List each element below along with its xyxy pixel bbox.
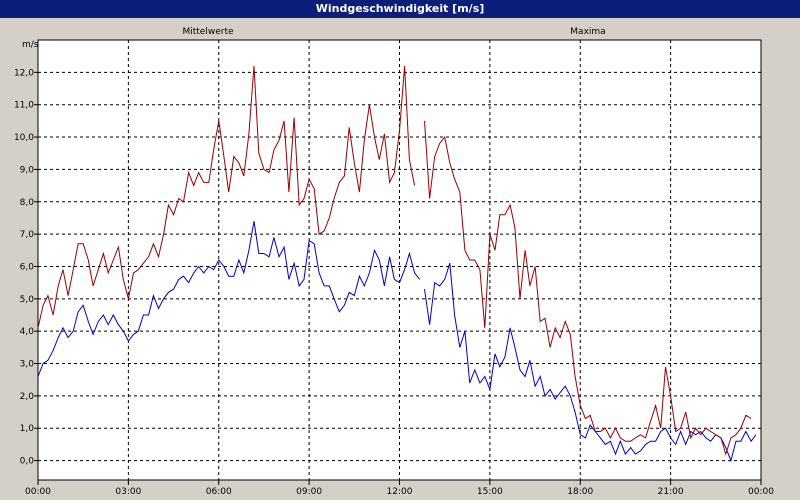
- y-tick-label: 0,0: [20, 457, 35, 467]
- x-axis: 00:0011.02.2203:0011.02.2206:0011.02.220…: [25, 480, 774, 497]
- y-tick-label: 4,0: [20, 327, 35, 337]
- x-tick-time: 15:00: [477, 487, 503, 497]
- x-tick-time: 18:00: [567, 487, 593, 497]
- x-tick-time: 21:00: [658, 487, 684, 497]
- series-layer: [37, 65, 757, 463]
- x-tick-time: 03:00: [115, 487, 141, 497]
- y-tick-label: 6,0: [20, 262, 35, 272]
- y-axis-label: m/s: [22, 40, 39, 50]
- y-tick-label: 12,0: [14, 68, 34, 78]
- legend-maxima: Maxima: [570, 27, 605, 37]
- legend-mittelwerte: Mittelwerte: [182, 27, 233, 37]
- y-tick-label: 9,0: [20, 165, 35, 175]
- y-tick-label: 2,0: [20, 392, 35, 402]
- x-tick-time: 12:00: [387, 487, 413, 497]
- window-title: Windgeschwindigkeit [m/s]: [0, 0, 800, 18]
- y-tick-label: 5,0: [20, 295, 35, 305]
- y-axis: 0,0 1,0 2,0 3,0 4,0 5,0 6,0 7,0 8,0 9,0 10,0 11,0 12…: [14, 68, 38, 467]
- y-tick-label: 11,0: [14, 101, 34, 111]
- x-tick-time: 09:00: [296, 487, 322, 497]
- wind-speed-chart: 0,0 1,0 2,0 3,0 4,0 5,0 6,0 7,0 8,0 9,0 10,0 11,0 12…: [14, 27, 774, 497]
- y-tick-label: 3,0: [20, 360, 35, 370]
- grid-lines: [38, 40, 761, 480]
- series-line-mittelwerte: [37, 221, 757, 463]
- x-tick-time: 00:00: [748, 487, 774, 497]
- y-tick-label: 8,0: [20, 198, 35, 208]
- x-tick-time: 00:00: [25, 487, 51, 497]
- series-line-maxima: [37, 65, 752, 456]
- x-tick-time: 06:00: [206, 487, 232, 497]
- y-tick-label: 10,0: [14, 133, 34, 143]
- y-tick-label: 1,0: [20, 424, 35, 434]
- y-tick-label: 7,0: [20, 230, 35, 240]
